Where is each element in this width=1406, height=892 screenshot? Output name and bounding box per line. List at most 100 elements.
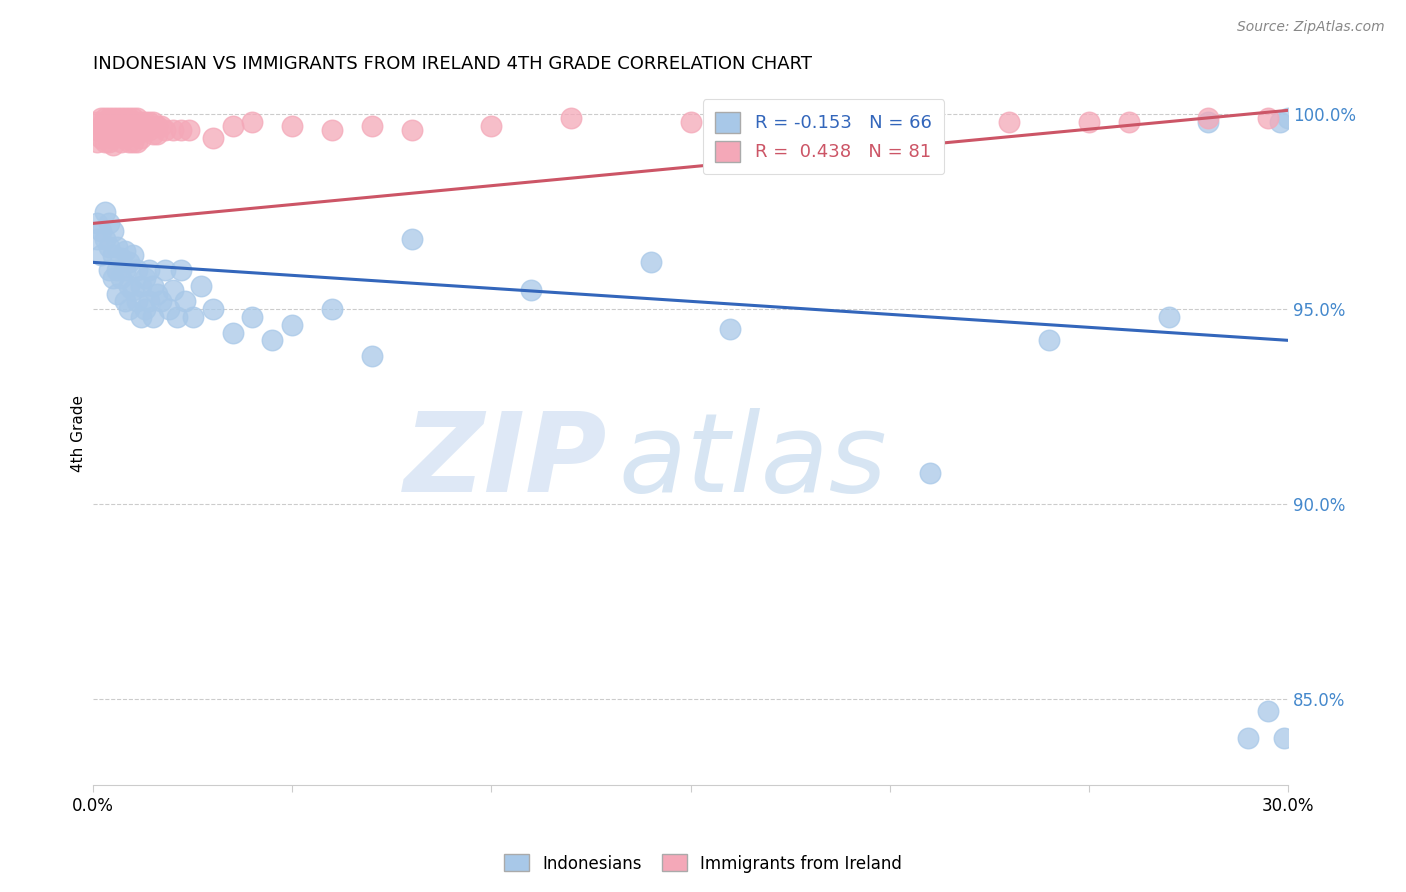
Point — [110, 252, 132, 266]
Text: Source: ZipAtlas.com: Source: ZipAtlas.com — [1237, 20, 1385, 34]
Point — [122, 247, 145, 261]
Point — [640, 255, 662, 269]
Point — [149, 119, 172, 133]
Text: atlas: atlas — [619, 409, 887, 516]
Point — [101, 247, 124, 261]
Point — [114, 294, 136, 309]
Point — [101, 224, 124, 238]
Point — [94, 135, 117, 149]
Point — [838, 111, 860, 125]
Point — [162, 123, 184, 137]
Point — [201, 130, 224, 145]
Point — [134, 302, 156, 317]
Point — [679, 115, 702, 129]
Point — [1257, 704, 1279, 718]
Point — [94, 111, 117, 125]
Point — [1197, 111, 1219, 125]
Point — [90, 119, 112, 133]
Point — [153, 123, 176, 137]
Point — [122, 111, 145, 125]
Point — [1197, 115, 1219, 129]
Point — [94, 204, 117, 219]
Point — [1157, 310, 1180, 324]
Point — [122, 115, 145, 129]
Point — [125, 111, 148, 125]
Point — [142, 310, 165, 324]
Point — [86, 216, 108, 230]
Point — [153, 263, 176, 277]
Point — [221, 326, 243, 340]
Point — [101, 115, 124, 129]
Point — [86, 115, 108, 129]
Point — [90, 247, 112, 261]
Point — [86, 232, 108, 246]
Point — [281, 119, 304, 133]
Point — [110, 111, 132, 125]
Point — [125, 135, 148, 149]
Point — [105, 111, 128, 125]
Point — [118, 127, 141, 141]
Point — [138, 294, 160, 309]
Point — [114, 244, 136, 258]
Point — [560, 111, 582, 125]
Point — [142, 127, 165, 141]
Point — [118, 278, 141, 293]
Point — [242, 310, 264, 324]
Point — [98, 240, 121, 254]
Point — [242, 115, 264, 129]
Point — [101, 111, 124, 125]
Point — [129, 123, 152, 137]
Point — [146, 119, 169, 133]
Point — [105, 240, 128, 254]
Point — [1237, 731, 1260, 745]
Point — [170, 263, 193, 277]
Point — [321, 302, 343, 317]
Point — [162, 283, 184, 297]
Point — [98, 127, 121, 141]
Text: INDONESIAN VS IMMIGRANTS FROM IRELAND 4TH GRADE CORRELATION CHART: INDONESIAN VS IMMIGRANTS FROM IRELAND 4T… — [93, 55, 813, 73]
Point — [998, 115, 1021, 129]
Point — [118, 135, 141, 149]
Point — [190, 278, 212, 293]
Point — [105, 286, 128, 301]
Point — [134, 123, 156, 137]
Point — [114, 130, 136, 145]
Point — [122, 119, 145, 133]
Point — [138, 123, 160, 137]
Point — [101, 119, 124, 133]
Point — [799, 111, 821, 125]
Point — [114, 111, 136, 125]
Point — [94, 232, 117, 246]
Point — [105, 263, 128, 277]
Point — [321, 123, 343, 137]
Point — [105, 119, 128, 133]
Point — [262, 334, 284, 348]
Point — [110, 271, 132, 285]
Point — [146, 127, 169, 141]
Legend: Indonesians, Immigrants from Ireland: Indonesians, Immigrants from Ireland — [498, 847, 908, 880]
Point — [138, 263, 160, 277]
Point — [138, 115, 160, 129]
Point — [125, 294, 148, 309]
Point — [142, 115, 165, 129]
Point — [1038, 334, 1060, 348]
Point — [114, 115, 136, 129]
Point — [134, 115, 156, 129]
Point — [122, 283, 145, 297]
Point — [90, 130, 112, 145]
Point — [98, 263, 121, 277]
Point — [110, 115, 132, 129]
Point — [149, 294, 172, 309]
Point — [98, 135, 121, 149]
Point — [101, 138, 124, 153]
Point — [110, 123, 132, 137]
Y-axis label: 4th Grade: 4th Grade — [72, 395, 86, 473]
Point — [90, 111, 112, 125]
Point — [98, 115, 121, 129]
Point — [1077, 115, 1099, 129]
Point — [98, 119, 121, 133]
Point — [122, 127, 145, 141]
Point — [118, 119, 141, 133]
Point — [118, 302, 141, 317]
Point — [110, 127, 132, 141]
